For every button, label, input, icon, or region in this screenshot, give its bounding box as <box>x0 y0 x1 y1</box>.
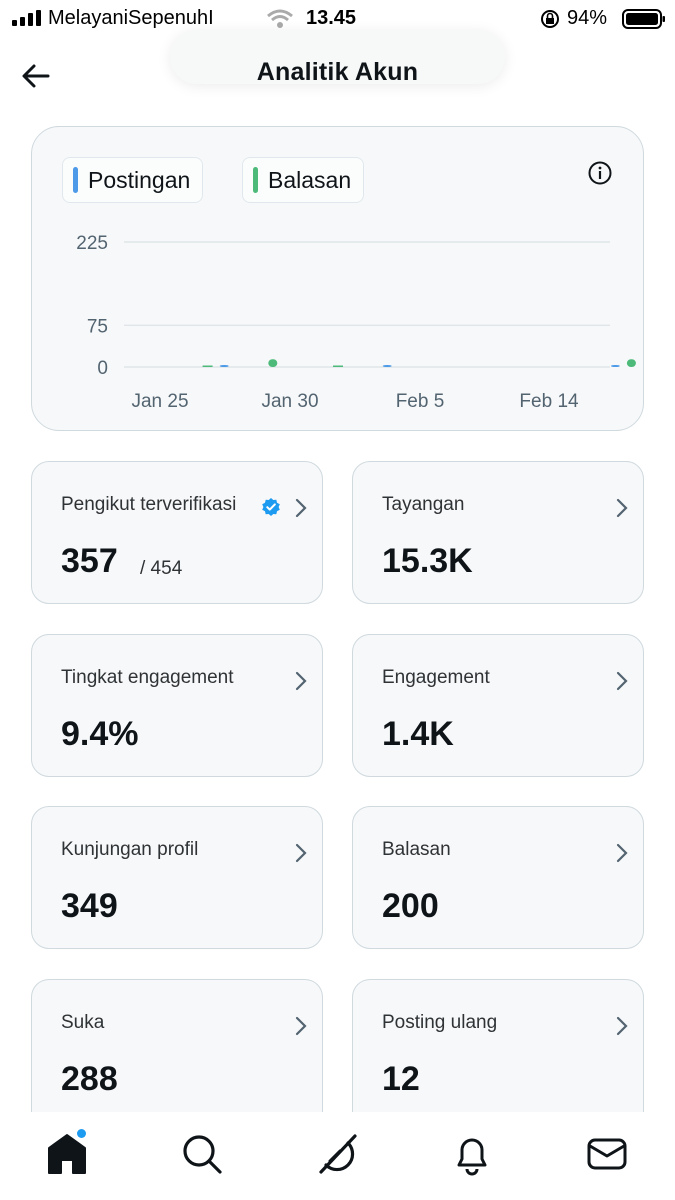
search-icon[interactable] <box>180 1132 224 1176</box>
stat-label: Tingkat engagement <box>61 667 234 688</box>
stat-total: / 454 <box>140 558 183 579</box>
posts-bar <box>382 365 392 367</box>
x-tick-label: Jan 25 <box>131 391 188 412</box>
page-title: Analitik Akun <box>256 58 419 86</box>
replies-swatch <box>253 167 258 193</box>
home-icon[interactable] <box>45 1132 89 1176</box>
x-tick-label: Feb 14 <box>519 391 579 412</box>
y-tick-label: 225 <box>76 233 108 254</box>
replies-bar <box>268 359 278 367</box>
chevron-right-icon <box>616 1016 628 1036</box>
stat-label: Suka <box>61 1012 105 1033</box>
stat-value: 15.3K <box>382 542 473 580</box>
chevron-right-icon <box>295 1016 307 1036</box>
status-bar: MelayaniSepenuhI 13.45 94% <box>0 0 675 40</box>
chevron-right-icon <box>295 671 307 691</box>
stat-card-likes[interactable]: Suka 288 <box>31 979 323 1119</box>
y-tick-label: 75 <box>87 316 108 337</box>
clock: 13.45 <box>306 7 357 29</box>
stat-card-replies[interactable]: Balasan 200 <box>352 806 644 949</box>
posts-bar <box>219 365 229 367</box>
stat-card-impressions[interactable]: Tayangan 15.3K <box>352 461 644 604</box>
stat-card-reposts[interactable]: Posting ulang 12 <box>352 979 644 1119</box>
stat-value: 288 <box>61 1060 118 1098</box>
y-tick-label: 0 <box>97 358 108 379</box>
stat-card-profile-visits[interactable]: Kunjungan profil 349 <box>31 806 323 949</box>
stat-value: 349 <box>61 887 118 925</box>
stat-label: Balasan <box>382 839 451 860</box>
replies-bar <box>626 359 636 367</box>
stat-card-verified-followers[interactable]: Pengikut terverifikasi 357 / 454 <box>31 461 323 604</box>
title-pill-background <box>170 30 505 84</box>
stat-value: 1.4K <box>382 715 454 753</box>
chevron-right-icon <box>616 671 628 691</box>
replies-bar <box>202 365 213 367</box>
stat-card-engagement-rate[interactable]: Tingkat engagement 9.4% <box>31 634 323 777</box>
x-tick-label: Jan 30 <box>261 391 318 412</box>
notifications-icon[interactable] <box>450 1132 494 1176</box>
posts-bar <box>610 365 620 367</box>
battery-percentage: 94% <box>567 7 608 29</box>
stat-label: Posting ulang <box>382 1012 498 1033</box>
posts-swatch <box>73 167 78 193</box>
verified-badge-icon <box>262 498 280 516</box>
back-arrow-icon[interactable] <box>18 58 54 94</box>
rotation-lock-icon <box>541 10 559 28</box>
chevron-right-icon <box>616 843 628 863</box>
activity-chart-card: Postingan Balasan 225 75 0 Jan 25 Jan 30 Feb … <box>31 126 644 431</box>
legend-posts[interactable]: Postingan <box>62 157 204 203</box>
stat-value: 357 <box>61 542 118 580</box>
stat-label: Pengikut terverifikasi <box>61 494 237 515</box>
stat-value: 9.4% <box>61 715 139 753</box>
chevron-right-icon <box>616 498 628 518</box>
stat-card-engagement[interactable]: Engagement 1.4K <box>352 634 644 777</box>
battery-icon <box>622 9 665 29</box>
legend-replies[interactable]: Balasan <box>242 157 365 203</box>
x-tick-label: Feb 5 <box>396 391 445 412</box>
legend-posts-label: Postingan <box>88 166 191 193</box>
chevron-right-icon <box>295 498 307 518</box>
chevron-right-icon <box>295 843 307 863</box>
stat-value: 12 <box>382 1060 420 1098</box>
messages-icon[interactable] <box>585 1132 629 1176</box>
bottom-navigation <box>0 1112 675 1200</box>
home-notification-dot <box>77 1129 86 1138</box>
grok-icon[interactable] <box>315 1132 359 1176</box>
info-icon[interactable] <box>587 160 613 186</box>
signal-icon <box>12 10 42 26</box>
stat-label: Kunjungan profil <box>61 839 199 860</box>
stat-value: 200 <box>382 887 439 925</box>
stat-label: Tayangan <box>382 494 465 515</box>
replies-bar <box>333 365 343 367</box>
stat-label: Engagement <box>382 667 490 688</box>
legend-replies-label: Balasan <box>268 166 352 193</box>
carrier-name: MelayaniSepenuhI <box>48 7 214 29</box>
activity-chart: 225 75 0 Jan 25 Jan 30 Feb 5 Feb 14 <box>76 233 636 412</box>
wifi-icon <box>267 9 293 28</box>
